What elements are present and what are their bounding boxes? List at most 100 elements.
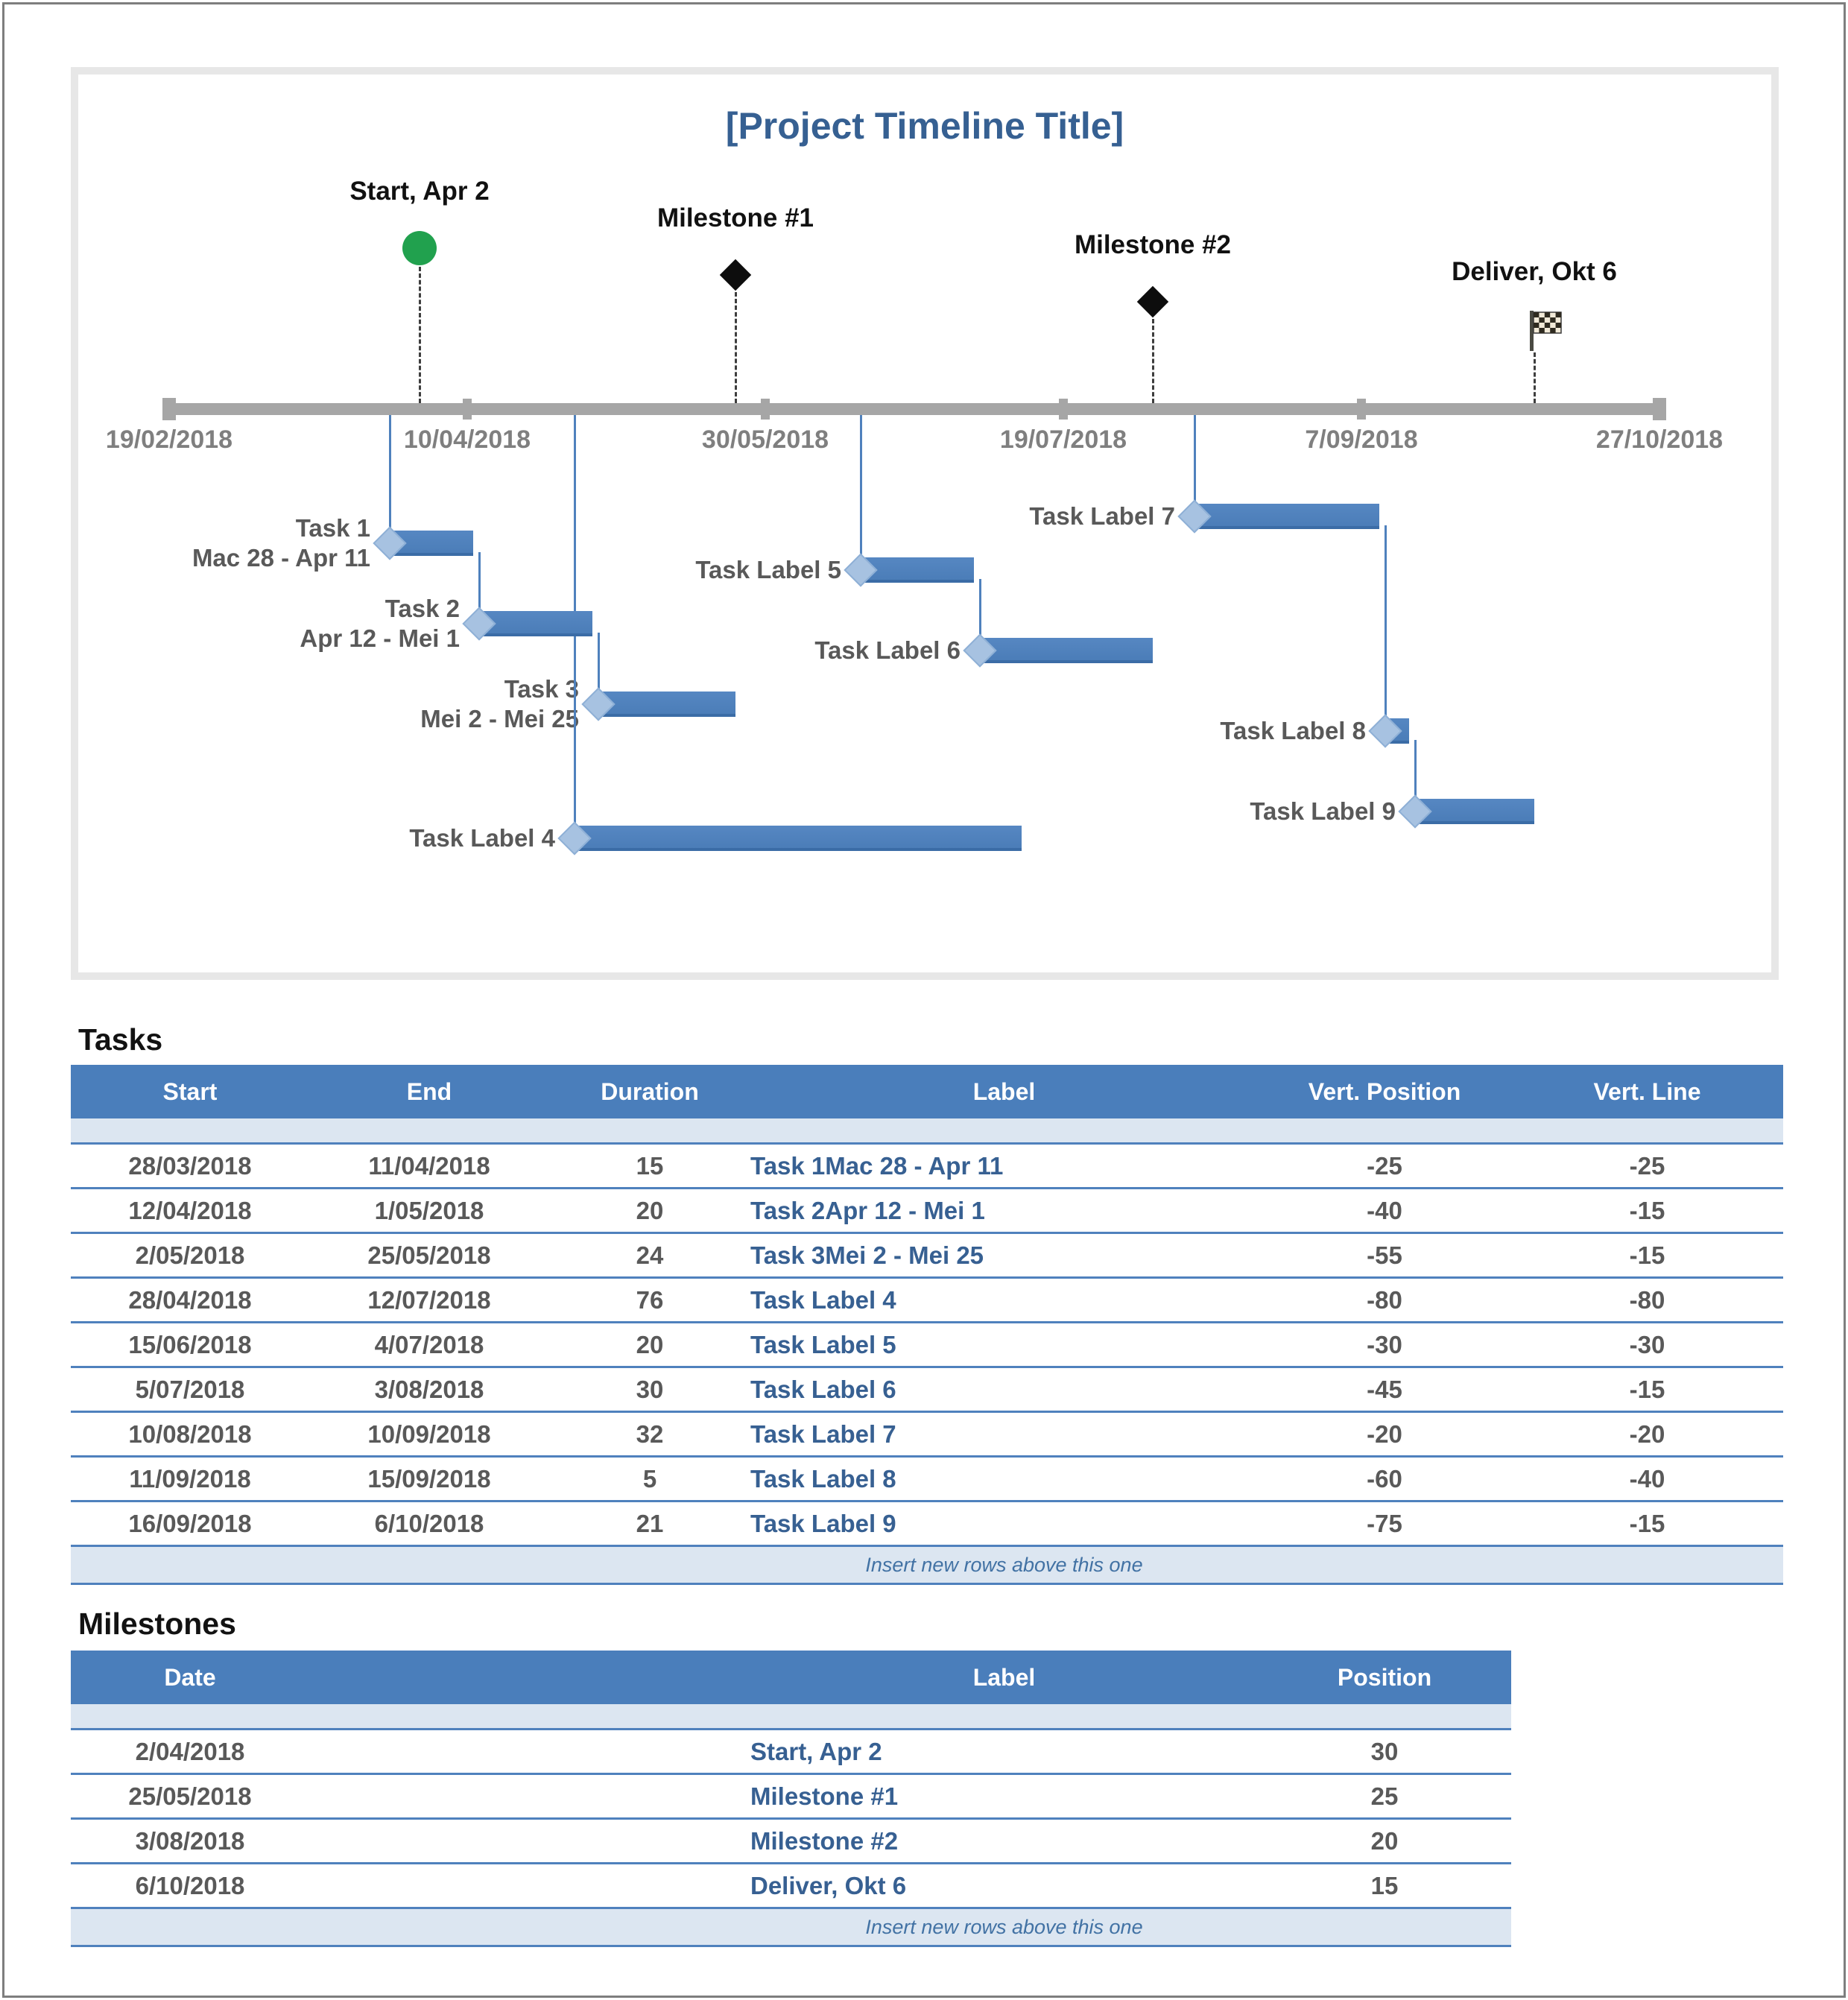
milestone-label-cell[interactable]: Start, Apr 2 <box>750 1729 1258 1775</box>
task-start-cell[interactable]: 28/04/2018 <box>71 1277 309 1323</box>
task-vert-position-cell[interactable]: -60 <box>1258 1456 1511 1502</box>
table-row: 16/09/2018 6/10/2018 21 Task Label 9 -75 -15 <box>71 1501 1783 1547</box>
milestone-date-cell[interactable]: 25/05/2018 <box>71 1773 309 1820</box>
milestone-date-cell[interactable]: 2/04/2018 <box>71 1729 309 1775</box>
task-bar[interactable] <box>479 611 592 636</box>
task-duration-cell[interactable]: 21 <box>549 1501 750 1547</box>
task-bar[interactable] <box>1194 504 1379 529</box>
axis-tick-label: 30/05/2018 <box>701 425 829 454</box>
task-vert-line-cell[interactable]: -20 <box>1511 1411 1783 1458</box>
task-start-cell[interactable]: 12/04/2018 <box>71 1188 309 1234</box>
task-label: Task Label 4 <box>409 824 555 852</box>
milestone-label-cell[interactable]: Milestone #1 <box>750 1773 1258 1820</box>
empty-cell <box>1258 1118 1511 1145</box>
task-bar[interactable] <box>861 557 974 583</box>
task-label-cell[interactable]: Task Label 9 <box>750 1501 1258 1547</box>
table-row: 2/04/2018 Start, Apr 2 30 <box>71 1729 1511 1775</box>
task-vert-line-cell[interactable]: -15 <box>1511 1501 1783 1547</box>
spacer-cell[interactable] <box>309 1863 750 1909</box>
task-duration-cell[interactable]: 5 <box>549 1456 750 1502</box>
milestone-position-cell[interactable]: 25 <box>1258 1773 1511 1820</box>
task-vert-position-cell[interactable]: -45 <box>1258 1367 1511 1413</box>
task-bar[interactable] <box>598 692 735 717</box>
task-end-cell[interactable]: 12/07/2018 <box>309 1277 549 1323</box>
task-vert-line-cell[interactable]: -15 <box>1511 1188 1783 1234</box>
axis-tick-label: 10/04/2018 <box>403 425 531 454</box>
task-end-cell[interactable]: 4/07/2018 <box>309 1322 549 1368</box>
table-row: 28/03/2018 11/04/2018 15 Task 1Mac 28 - Apr… <box>71 1143 1783 1189</box>
timeline-axis-tick <box>1059 399 1068 420</box>
task-label-cell[interactable]: Task Label 7 <box>750 1411 1258 1458</box>
milestone-position-cell[interactable]: 30 <box>1258 1729 1511 1775</box>
task-end-cell[interactable]: 3/08/2018 <box>309 1367 549 1413</box>
task-vert-position-cell[interactable]: -25 <box>1258 1143 1511 1189</box>
task-start-cell[interactable]: 11/09/2018 <box>71 1456 309 1502</box>
task-duration-cell[interactable]: 30 <box>549 1367 750 1413</box>
task-start-cell[interactable]: 2/05/2018 <box>71 1232 309 1279</box>
table-row: 25/05/2018 Milestone #1 25 <box>71 1773 1511 1820</box>
task-start-cell[interactable]: 15/06/2018 <box>71 1322 309 1368</box>
task-end-cell[interactable]: 6/10/2018 <box>309 1501 549 1547</box>
empty-spacer-row <box>71 1704 1511 1730</box>
task-vert-line-cell[interactable]: -25 <box>1511 1143 1783 1189</box>
task-vert-position-cell[interactable]: -30 <box>1258 1322 1511 1368</box>
task-vert-line-cell[interactable]: -30 <box>1511 1322 1783 1368</box>
deliver-flag-icon[interactable] <box>1527 309 1566 356</box>
timeline-axis-tick <box>463 399 472 420</box>
task-label-cell[interactable]: Task Label 4 <box>750 1277 1258 1323</box>
task-end-cell[interactable]: 25/05/2018 <box>309 1232 549 1279</box>
task-vert-line-cell[interactable]: -40 <box>1511 1456 1783 1502</box>
spacer-cell[interactable] <box>309 1729 750 1775</box>
task-duration-cell[interactable]: 76 <box>549 1277 750 1323</box>
task-vert-position-cell[interactable]: -80 <box>1258 1277 1511 1323</box>
insert-row: Insert new rows above this one <box>71 1545 1783 1585</box>
task-vert-position-cell[interactable]: -55 <box>1258 1232 1511 1279</box>
spacer-cell[interactable] <box>309 1773 750 1820</box>
task-start-cell[interactable]: 10/08/2018 <box>71 1411 309 1458</box>
task-label-cell[interactable]: Task 1Mac 28 - Apr 11 <box>750 1143 1258 1189</box>
task-start-cell[interactable]: 16/09/2018 <box>71 1501 309 1547</box>
milestone-label-cell[interactable]: Deliver, Okt 6 <box>750 1863 1258 1909</box>
task-end-cell[interactable]: 10/09/2018 <box>309 1411 549 1458</box>
task-bar[interactable] <box>575 826 1022 851</box>
task-label-cell[interactable]: Task 3Mei 2 - Mei 25 <box>750 1232 1258 1279</box>
task-duration-cell[interactable]: 20 <box>549 1188 750 1234</box>
milestone-label: Deliver, Okt 6 <box>1452 257 1617 286</box>
task-label: Task 3 Mei 2 - Mei 25 <box>420 675 579 732</box>
milestone-circle-icon[interactable] <box>402 231 437 265</box>
task-start-cell[interactable]: 28/03/2018 <box>71 1143 309 1189</box>
task-label-cell[interactable]: Task 2Apr 12 - Mei 1 <box>750 1188 1258 1234</box>
task-start-cell[interactable]: 5/07/2018 <box>71 1367 309 1413</box>
axis-tick-label: 19/02/2018 <box>105 425 233 454</box>
task-end-cell[interactable]: 1/05/2018 <box>309 1188 549 1234</box>
task-bar[interactable] <box>980 638 1153 663</box>
task-vert-position-cell[interactable]: -40 <box>1258 1188 1511 1234</box>
spacer-cell[interactable] <box>309 1818 750 1864</box>
milestone-label-cell[interactable]: Milestone #2 <box>750 1818 1258 1864</box>
task-label-cell[interactable]: Task Label 8 <box>750 1456 1258 1502</box>
insert-note-cell[interactable]: Insert new rows above this one <box>750 1545 1258 1585</box>
task-end-cell[interactable]: 11/04/2018 <box>309 1143 549 1189</box>
milestone-position-cell[interactable]: 20 <box>1258 1818 1511 1864</box>
milestone-date-cell[interactable]: 6/10/2018 <box>71 1863 309 1909</box>
task-end-cell[interactable]: 15/09/2018 <box>309 1456 549 1502</box>
task-vert-line-cell[interactable]: -80 <box>1511 1277 1783 1323</box>
task-vert-position-cell[interactable]: -75 <box>1258 1501 1511 1547</box>
task-duration-cell[interactable]: 15 <box>549 1143 750 1189</box>
milestone-date-cell[interactable]: 3/08/2018 <box>71 1818 309 1864</box>
column-header-vert-position: Vert. Position <box>1258 1065 1511 1118</box>
task-vert-line-cell[interactable]: -15 <box>1511 1367 1783 1413</box>
task-label-cell[interactable]: Task Label 5 <box>750 1322 1258 1368</box>
milestone-leader-line <box>735 292 737 403</box>
task-duration-cell[interactable]: 32 <box>549 1411 750 1458</box>
task-duration-cell[interactable]: 20 <box>549 1322 750 1368</box>
insert-note-cell[interactable]: Insert new rows above this one <box>750 1908 1258 1947</box>
task-vert-position-cell[interactable]: -20 <box>1258 1411 1511 1458</box>
task-bar[interactable] <box>1415 799 1534 824</box>
tasks-table: Start End Duration Label Vert. Position Vert.… <box>71 1065 1783 1585</box>
milestone-position-cell[interactable]: 15 <box>1258 1863 1511 1909</box>
empty-cell <box>1258 1704 1511 1730</box>
task-label-cell[interactable]: Task Label 6 <box>750 1367 1258 1413</box>
task-duration-cell[interactable]: 24 <box>549 1232 750 1279</box>
task-vert-line-cell[interactable]: -15 <box>1511 1232 1783 1279</box>
